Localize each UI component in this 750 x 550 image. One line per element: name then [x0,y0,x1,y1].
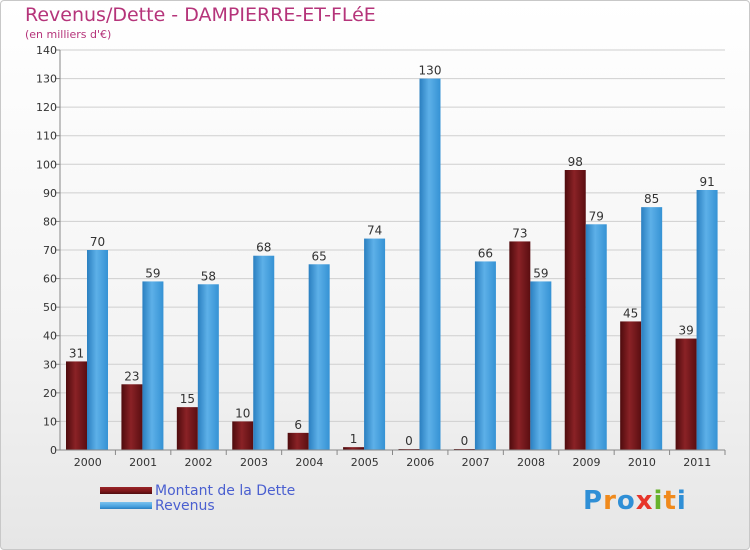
bar-revenus [585,224,607,450]
data-label-dette: 1 [350,432,358,446]
legend-swatch-revenus [100,502,152,509]
bar-revenus [142,281,164,450]
data-label-dette: 45 [623,306,638,320]
data-label-revenus: 74 [367,224,382,238]
y-tick-label: 110 [36,130,57,143]
data-label-dette: 23 [124,369,139,383]
x-tick-label: 2006 [406,456,434,469]
bar-revenus [530,281,552,450]
legend-label-revenus: Revenus [155,498,215,514]
data-label-revenus: 66 [478,246,493,260]
data-label-revenus: 68 [256,241,271,255]
x-tick-label: 2007 [462,456,490,469]
x-tick-label: 2005 [351,456,379,469]
bar-revenus [308,264,330,450]
bar-revenus [364,238,386,450]
data-label-revenus: 85 [644,192,659,206]
data-label-dette: 6 [294,418,302,432]
bar-revenus [474,261,496,450]
proxiti-logo: Proxiti [583,486,687,516]
y-tick-label: 50 [43,301,57,314]
chart-subtitle: (en milliers d'€) [25,28,112,41]
x-tick-label: 2000 [74,456,102,469]
bar-revenus [641,207,663,450]
x-tick-label: 2003 [240,456,268,469]
bar-dette [176,407,198,450]
bar-revenus [696,190,718,450]
data-label-revenus: 70 [90,235,105,249]
x-tick-label: 2001 [129,456,157,469]
y-tick-label: 80 [43,215,57,228]
x-tick-label: 2002 [185,456,213,469]
data-label-dette: 10 [235,406,250,420]
y-tick-label: 70 [43,244,57,257]
bar-dette [66,361,87,450]
data-label-dette: 15 [180,392,195,406]
y-tick-label: 100 [36,158,57,171]
data-label-dette: 0 [405,434,413,448]
data-label-revenus: 79 [589,209,604,223]
logo-letter: t [663,486,677,516]
bar-revenus [253,255,275,450]
y-tick-label: 20 [43,387,57,400]
data-label-dette: 73 [512,226,527,240]
logo-letter: o [616,486,636,516]
data-label-revenus: 58 [201,269,216,283]
x-tick-label: 2011 [683,456,711,469]
x-tick-label: 2010 [628,456,656,469]
logo-letter: i [653,486,664,516]
bar-revenus [87,250,108,450]
legend-swatch-dette [100,487,152,494]
y-tick-label: 120 [36,101,57,114]
bar-dette [232,421,254,450]
y-tick-label: 40 [43,330,57,343]
data-label-revenus: 59 [533,266,548,280]
data-label-dette: 39 [678,324,693,338]
y-tick-label: 10 [43,415,57,428]
bar-dette [287,432,309,450]
bar-dette [121,384,143,450]
x-tick-label: 2008 [517,456,545,469]
bar-dette [343,447,365,450]
data-label-revenus: 59 [145,266,160,280]
x-tick-label: 2009 [572,456,600,469]
x-tick-label: 2004 [295,456,323,469]
data-label-dette: 0 [461,434,469,448]
logo-letter: x [635,486,654,516]
data-label-dette: 98 [568,155,583,169]
y-tick-label: 0 [50,444,57,457]
y-tick-label: 30 [43,358,57,371]
y-tick-label: 90 [43,187,57,200]
bar-revenus [197,284,219,450]
data-label-revenus: 91 [699,175,714,189]
data-label-revenus: 65 [312,249,327,263]
chart-title: Revenus/Dette - DAMPIERRE-ET-FLéE [25,4,376,26]
data-label-dette: 31 [69,346,84,360]
bar-dette [564,170,586,450]
bar-revenus [419,78,441,451]
logo-letter: P [583,486,604,516]
data-label-revenus: 130 [419,64,442,78]
y-tick-label: 60 [43,273,57,286]
bar-dette [509,241,531,450]
logo-letter: i [676,486,687,516]
logo-letter: r [603,486,617,516]
bar-dette [675,338,697,450]
y-tick-label: 130 [36,73,57,86]
bar-dette [620,321,642,450]
legend-label-dette: Montant de la Dette [155,483,296,499]
y-tick-label: 140 [36,44,57,57]
